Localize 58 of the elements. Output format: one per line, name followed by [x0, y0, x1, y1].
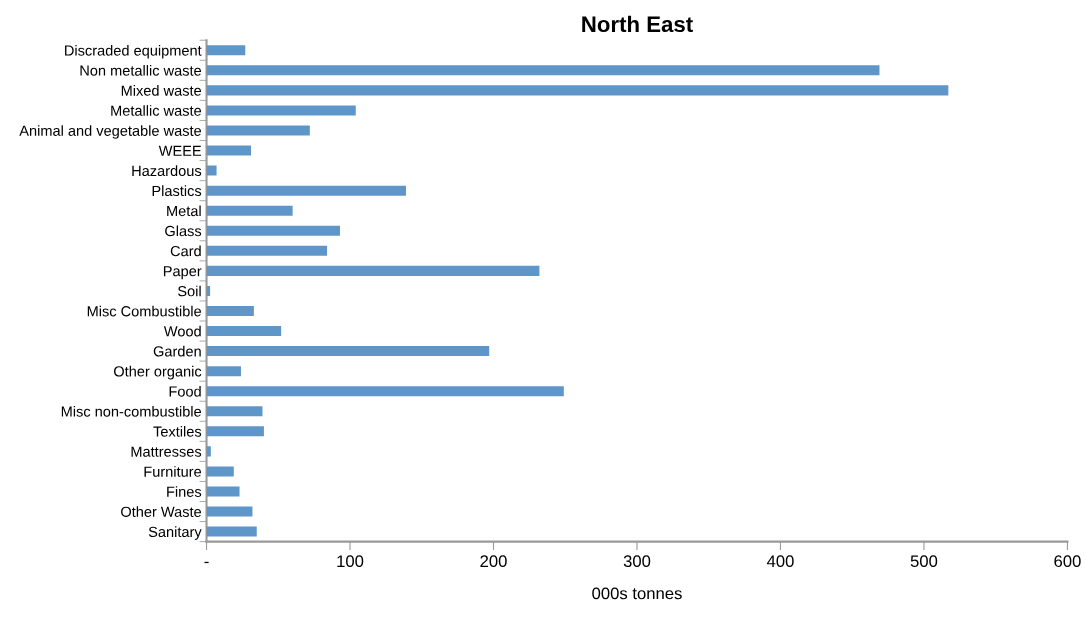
y-tick-label: Plastics — [152, 185, 202, 197]
y-tick-label: Misc Combustible — [87, 305, 202, 317]
bar — [206, 105, 356, 116]
y-tick-label: Metal — [167, 205, 201, 217]
y-tick-label: Mattresses — [131, 446, 202, 457]
bar — [206, 526, 257, 537]
x-axis-title: 000s tonnes — [592, 587, 682, 600]
bar — [206, 326, 282, 337]
y-tick-label: Hazardous — [132, 165, 202, 177]
bar — [206, 406, 263, 417]
bar — [206, 65, 880, 76]
x-tick-label: 400 — [766, 555, 794, 568]
y-tick-label: Sanitary — [148, 526, 202, 540]
bar — [206, 466, 234, 477]
bar — [206, 265, 540, 276]
x-tick-label: 500 — [910, 555, 938, 568]
bar — [206, 85, 949, 96]
y-tick-label: Mixed waste — [121, 85, 202, 96]
y-tick-label: Textiles — [153, 426, 202, 437]
y-tick-label: Furniture — [144, 466, 202, 477]
y-tick-label: Card — [170, 245, 201, 257]
bar — [206, 506, 253, 517]
bar — [206, 386, 564, 397]
y-tick-label: Fines — [167, 486, 202, 497]
y-tick-label: Other organic — [114, 365, 202, 380]
bar — [206, 145, 252, 156]
y-tick-label: Garden — [153, 345, 201, 357]
bar — [206, 245, 328, 256]
x-tick-label: - — [204, 561, 209, 564]
x-tick-label: 100 — [337, 555, 364, 568]
bar — [206, 205, 293, 216]
y-tick-label: Animal and vegetable waste — [19, 125, 202, 139]
bar — [206, 305, 254, 316]
x-tick-label: 600 — [1054, 555, 1081, 568]
bar — [206, 185, 406, 196]
bar — [206, 346, 490, 357]
bar — [206, 165, 217, 176]
y-tick-label: Discraded equipment — [65, 44, 202, 59]
y-tick-label: Misc non-combustible — [61, 405, 202, 417]
x-tick-label: 300 — [623, 555, 651, 568]
bar — [206, 486, 240, 497]
y-tick-label: Food — [169, 385, 201, 397]
chart-title: North East — [582, 15, 693, 33]
y-tick-label: Metallic waste — [111, 105, 202, 116]
bar — [206, 446, 211, 457]
bar — [206, 426, 264, 437]
bar — [206, 366, 241, 377]
y-tick-label: Wood — [163, 325, 201, 337]
y-tick-label: WEEE — [158, 145, 202, 156]
y-tick-label: Soil — [178, 285, 201, 297]
bar — [206, 225, 340, 236]
x-tick-label: 200 — [480, 555, 507, 568]
bar — [206, 125, 310, 136]
y-tick-label: Other Waste — [121, 506, 202, 517]
y-tick-label: Non metallic waste — [80, 65, 202, 76]
bar — [206, 45, 246, 56]
y-tick-label: Paper — [163, 266, 202, 280]
y-tick-label: Glass — [165, 225, 202, 237]
